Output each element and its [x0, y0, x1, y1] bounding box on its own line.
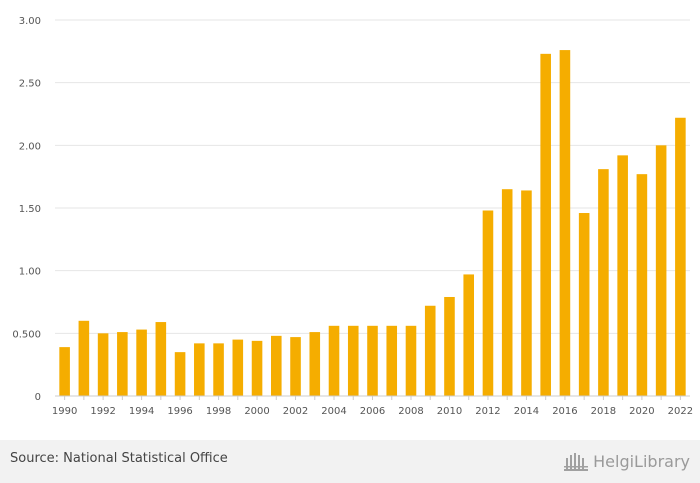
- x-tick-label: 1996: [167, 406, 192, 417]
- x-tick-label: 2010: [437, 406, 462, 417]
- brand-name: HelgiLibrary: [593, 451, 690, 471]
- bar-2012[interactable]: [482, 210, 494, 396]
- y-tick-label: 1.50: [19, 204, 41, 215]
- bar-2010[interactable]: [444, 296, 455, 396]
- bar-1998[interactable]: [213, 343, 224, 396]
- bar-2006[interactable]: [367, 325, 378, 396]
- bar-2017[interactable]: [578, 213, 590, 396]
- bar-2013[interactable]: [501, 189, 513, 396]
- bar-1991[interactable]: [78, 320, 90, 396]
- bar-2003[interactable]: [309, 332, 321, 396]
- bar-2016[interactable]: [559, 50, 571, 396]
- y-tick-label: 0.500: [12, 329, 41, 340]
- x-tick-label: 2004: [321, 406, 346, 417]
- bar-2022[interactable]: [675, 117, 686, 396]
- bar-chart: 0 0.500 1.00 1.50 2.00 2.50 3.00 1990 1992 1994 19…: [12, 16, 693, 417]
- footer-bar: Source: National Statistical Office Helg…: [0, 440, 700, 483]
- x-tick-label: 2022: [668, 406, 693, 417]
- bars: [59, 50, 686, 397]
- bar-2020[interactable]: [636, 174, 648, 396]
- bar-2001[interactable]: [270, 335, 282, 396]
- x-tick-label: 1998: [206, 406, 231, 417]
- axes: 0 0.500 1.00 1.50 2.00 2.50 3.00 1990 1992 1994 19…: [12, 16, 693, 417]
- source-label: Source: National Statistical Office: [10, 451, 228, 466]
- bar-1992[interactable]: [97, 333, 109, 396]
- brand-logo[interactable]: HelgiLibrary: [563, 448, 690, 474]
- y-tick-label: 0: [35, 392, 41, 403]
- bar-1999[interactable]: [232, 339, 244, 396]
- bar-1994[interactable]: [136, 329, 147, 396]
- x-tick-label: 2020: [629, 406, 654, 417]
- y-tick-label: 3.00: [19, 16, 41, 27]
- bar-2004[interactable]: [328, 325, 340, 396]
- bar-1990[interactable]: [59, 347, 70, 396]
- bar-2019[interactable]: [617, 155, 628, 396]
- x-tick-label: 2018: [591, 406, 616, 417]
- bar-2011[interactable]: [463, 274, 475, 396]
- bar-2014[interactable]: [521, 190, 532, 396]
- bar-2015[interactable]: [540, 53, 551, 397]
- x-tick-label: 2000: [244, 406, 269, 417]
- bar-2005[interactable]: [347, 325, 359, 396]
- bar-1997[interactable]: [194, 343, 205, 396]
- bar-2021[interactable]: [655, 145, 667, 396]
- x-tick-label: 2006: [360, 406, 385, 417]
- y-tick-label: 2.50: [19, 79, 41, 90]
- bar-2002[interactable]: [290, 337, 301, 396]
- bar-2008[interactable]: [405, 325, 417, 396]
- x-tick-label: 1992: [90, 406, 115, 417]
- bar-1995[interactable]: [155, 322, 167, 396]
- bar-2000[interactable]: [251, 340, 263, 396]
- x-tick-label: 2016: [552, 406, 577, 417]
- x-tick-label: 2012: [475, 406, 500, 417]
- bar-2009[interactable]: [424, 305, 436, 396]
- y-tick-label: 1.00: [19, 267, 41, 278]
- bar-2007[interactable]: [386, 325, 398, 396]
- bar-1996[interactable]: [174, 352, 186, 396]
- x-tick-label: 1994: [129, 406, 154, 417]
- bar-1993[interactable]: [117, 332, 128, 396]
- library-building-icon: [564, 453, 589, 471]
- y-tick-label: 2.00: [19, 141, 41, 152]
- x-tick-label: 1990: [52, 406, 77, 417]
- bar-2018[interactable]: [598, 169, 609, 396]
- x-tick-label: 2002: [283, 406, 308, 417]
- x-tick-label: 2008: [398, 406, 423, 417]
- x-tick-label: 2014: [514, 406, 539, 417]
